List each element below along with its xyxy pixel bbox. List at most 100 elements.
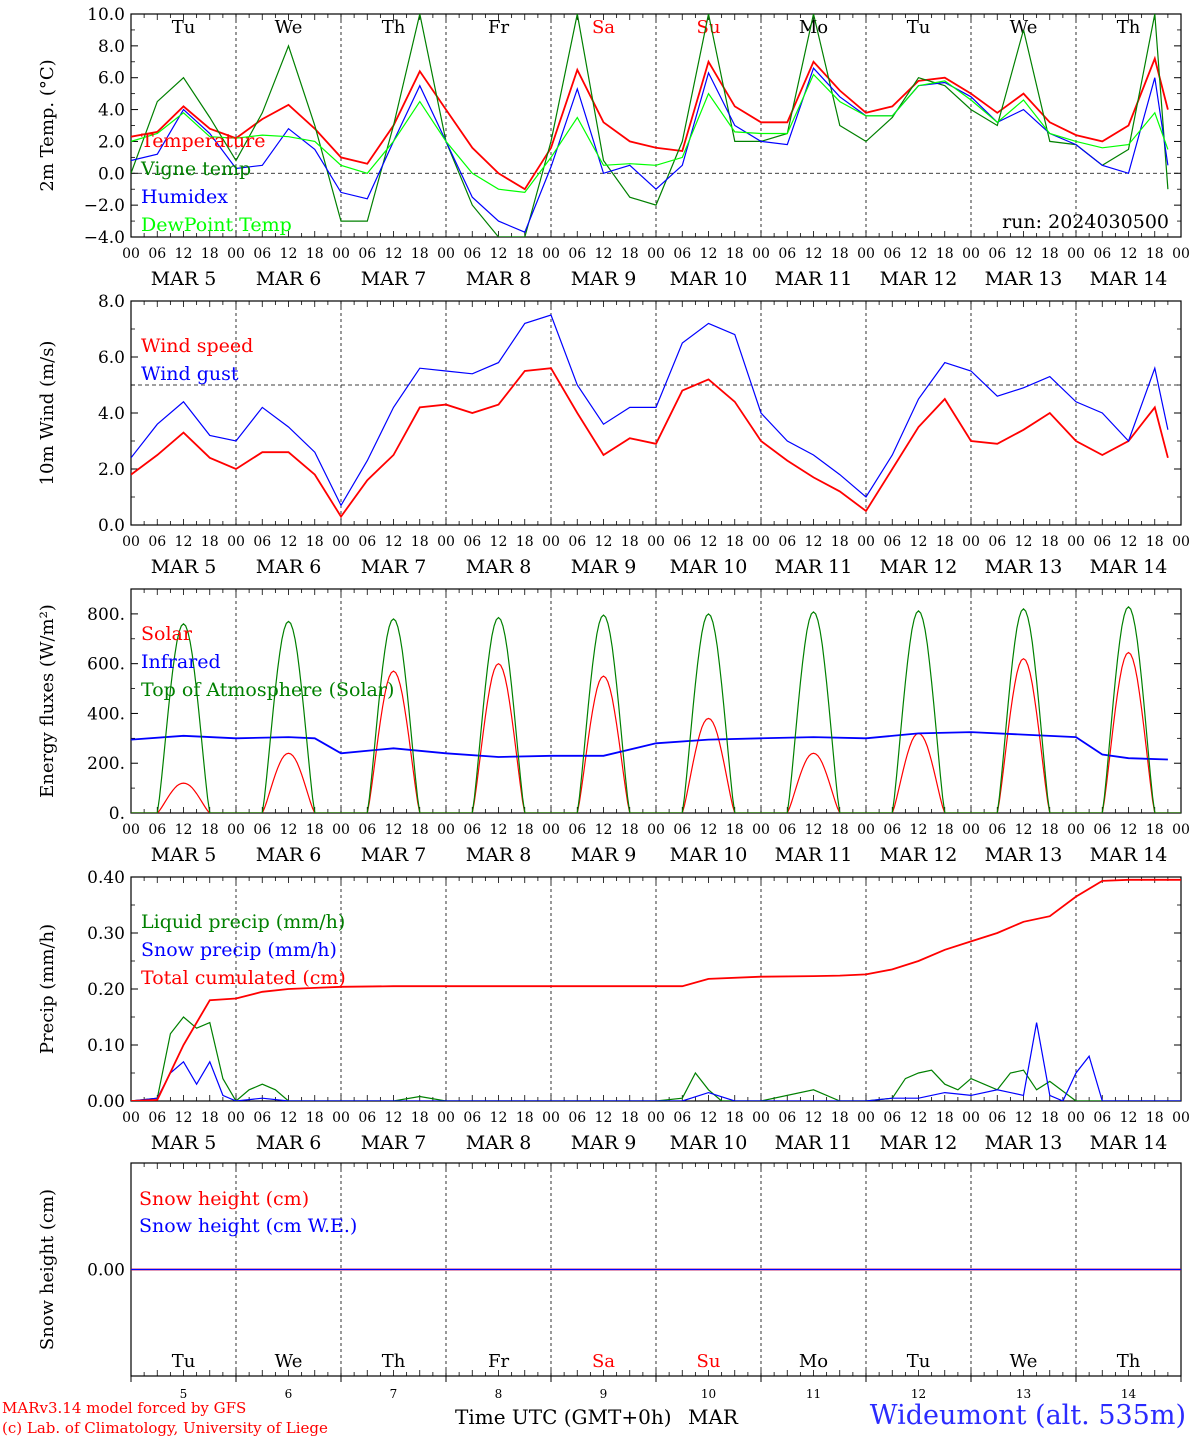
date-label: MAR 5 [151,268,217,290]
hour-tick-label: 12 [1120,246,1138,262]
y-tick-label: 200. [87,754,125,774]
plot-frame [130,588,1182,814]
hour-tick-label: 12 [280,246,298,262]
day-number-label: 5 [180,1387,188,1401]
date-label: MAR 5 [151,1132,217,1154]
hour-tick-label: 06 [883,1110,901,1126]
hour-tick-label: 00 [227,534,245,550]
day-of-week-label: We [275,1351,303,1372]
series-group [131,878,1181,1101]
hour-tick-label: 00 [1067,534,1085,550]
y-tick-label: 800. [87,605,125,625]
hour-tick-label: 12 [385,534,403,550]
series-group [131,606,1181,813]
date-label: MAR 9 [571,556,637,578]
series-line-energy-2 [131,606,1181,813]
hour-tick-label: 18 [726,246,744,262]
day-of-week-label: Fr [488,1351,509,1372]
hour-tick-label: 18 [411,246,429,262]
hour-tick-label: 12 [490,246,508,262]
hour-tick-label: 18 [1041,534,1059,550]
hour-tick-label: 06 [463,246,481,262]
day-of-week-label: Tu [907,1351,931,1372]
y-axis-title: 10m Wind (m/s) [37,341,58,486]
hour-tick-label: 06 [1093,1110,1111,1126]
date-label: MAR 6 [256,1132,322,1154]
series-line-temp-3 [131,73,1169,194]
date-label: MAR 6 [256,844,322,866]
hour-tick-label: 12 [175,1110,193,1126]
panel-snow: 0.00 Snow height (cm) Tu We Th Fr Sa Su Mo Tu We Th… [37,1162,1182,1401]
y-tick-label: 8.0 [98,292,125,312]
day-of-week-label: Sa [592,1351,615,1372]
hour-tick-label: 12 [1015,822,1033,838]
hour-tick-label: 00 [1067,246,1085,262]
hour-tick-label: 18 [936,534,954,550]
hour-tick-label: 06 [1093,822,1111,838]
date-label: MAR 10 [670,556,748,578]
date-label: MAR 11 [775,844,853,866]
hour-tick-label: 18 [306,246,324,262]
hour-tick-label: 12 [595,246,613,262]
hour-tick-label: 00 [437,534,455,550]
panel-wind: 8.0 6.0 4.0 2.0 0.0 10m Wind (m/s) 00 06 12 18 00 0… [37,292,1190,578]
hour-tick-label: 12 [490,534,508,550]
series-line-wind-1 [131,314,1169,507]
hour-tick-label: 00 [962,1110,980,1126]
hour-tick-label: 06 [988,822,1006,838]
hour-tick-label: 18 [1041,246,1059,262]
hour-tick-label: 06 [673,246,691,262]
legend-entry: Snow height (cm W.E.) [139,1215,357,1237]
hour-tick-label: 06 [778,246,796,262]
date-label: MAR 5 [151,556,217,578]
hour-tick-label: 18 [306,822,324,838]
y-tick-label: 2.0 [98,132,125,152]
hour-tick-label: 00 [962,246,980,262]
date-label: MAR 11 [775,268,853,290]
hour-tick-label: 12 [280,822,298,838]
hour-tick-label: 18 [516,1110,534,1126]
hour-tick-label: 00 [437,246,455,262]
date-label: MAR 14 [1090,268,1168,290]
date-label: MAR 8 [466,1132,532,1154]
hour-tick-label: 06 [673,1110,691,1126]
hour-tick-label: 18 [306,1110,324,1126]
hour-tick-label: 00 [752,534,770,550]
y-tick-label: 0.40 [87,868,125,888]
hour-tick-label: 06 [673,822,691,838]
y-axis-title: Snow height (cm) [37,1189,58,1350]
date-label: MAR 13 [985,844,1063,866]
hour-tick-label: 06 [568,534,586,550]
series-line-precip-2 [131,878,1181,1101]
day-of-week-label: We [275,17,303,38]
panel-temp: 10.0 8.0 6.0 4.0 2.0 0.0 −2.0 −4.0 2m Temp. (°C)… [37,5,1190,290]
hour-tick-label: 18 [516,246,534,262]
hour-tick-label: 00 [1172,534,1190,550]
date-label: MAR 12 [880,844,958,866]
hour-tick-label: 12 [910,1110,928,1126]
hour-tick-label: 00 [647,1110,665,1126]
day-number-label: 7 [390,1387,398,1401]
hour-tick-label: 12 [700,822,718,838]
hour-tick-label: 12 [910,534,928,550]
y-tick-label: 0.00 [87,1261,125,1281]
hour-tick-label: 00 [122,534,140,550]
hour-tick-label: 12 [385,1110,403,1126]
day-of-week-label: Fr [488,17,509,38]
y-tick-label: 400. [87,704,125,724]
hour-tick-label: 00 [542,1110,560,1126]
hour-tick-label: 06 [463,534,481,550]
panel-precip: 0.40 0.30 0.20 0.10 0.00 Precip (mm/h) 00 06 12 1… [37,868,1190,1154]
series-line-temp-2 [131,67,1169,233]
hour-tick-label: 06 [148,822,166,838]
hour-tick-label: 00 [542,534,560,550]
hour-tick-label: 18 [411,534,429,550]
hour-tick-label: 12 [700,534,718,550]
hour-tick-label: 12 [700,246,718,262]
date-label: MAR 11 [775,1132,853,1154]
legend-entry: Humidex [141,186,228,208]
legend-entry: Liquid precip (mm/h) [141,911,345,933]
day-number-label: 8 [495,1387,503,1401]
y-axis-title: 2m Temp. (°C) [37,59,58,191]
y-tick-label: −4.0 [84,228,125,248]
